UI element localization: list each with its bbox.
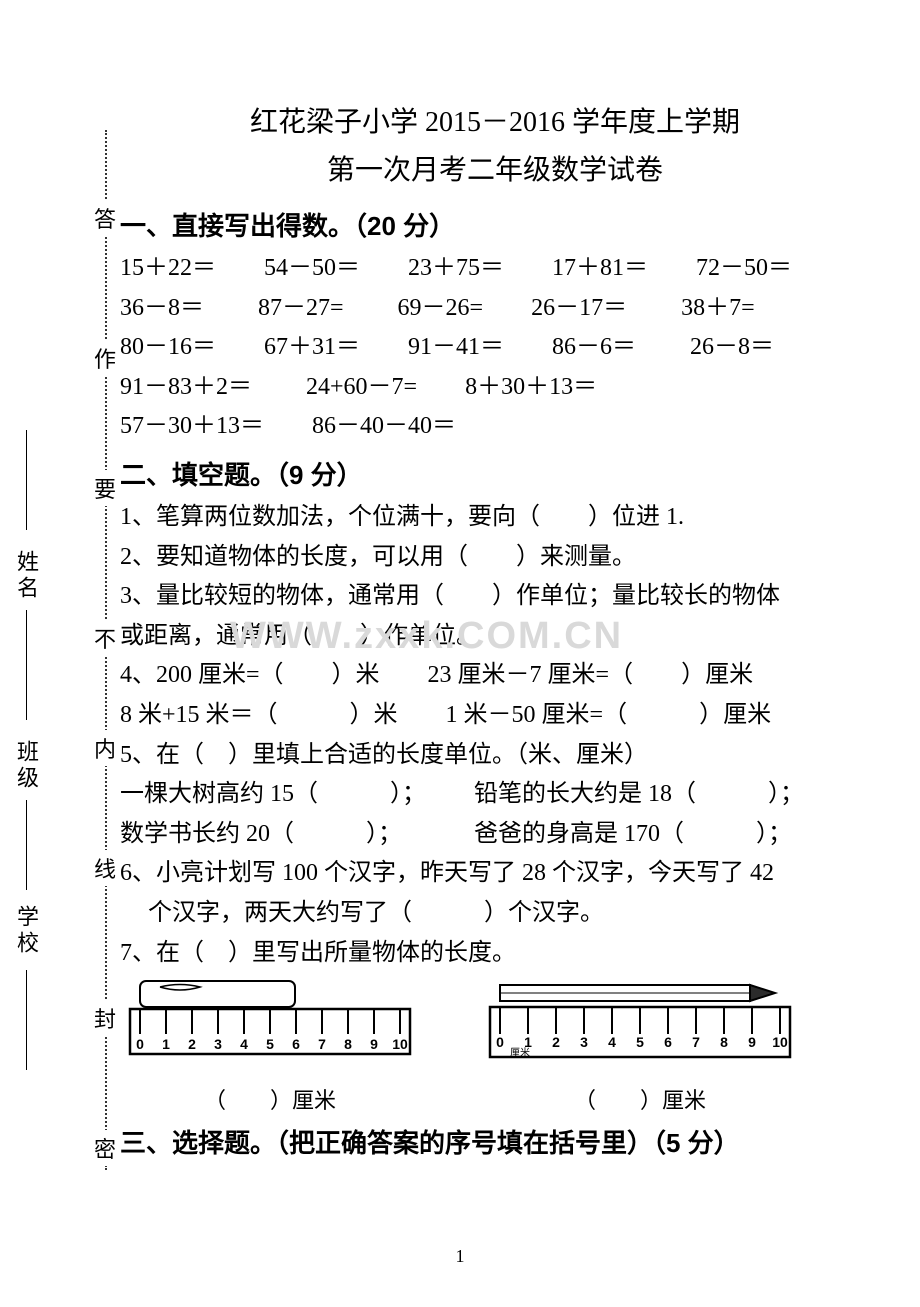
- svg-text:8: 8: [720, 1034, 728, 1050]
- page-title-line2: 第一次月考二年级数学试卷: [120, 148, 870, 188]
- ruler-1-svg: 0 1 2 3 4 5 6 7 8 9 10: [120, 979, 420, 1074]
- label-school: 学校: [10, 905, 42, 957]
- calc-row: 15＋22＝ 54－50＝ 23＋75＝ 17＋81＝ 72－50＝: [120, 249, 870, 289]
- svg-text:3: 3: [580, 1034, 588, 1050]
- calc-row: 91－83＋2＝ 24+60－7= 8＋30＋13＝: [120, 368, 870, 408]
- q7: 7、在（ ）里写出所量物体的长度。: [120, 934, 870, 974]
- svg-text:4: 4: [240, 1036, 248, 1052]
- ruler-1-block: 0 1 2 3 4 5 6 7 8 9 10 （ ）厘米: [120, 979, 420, 1115]
- label-name: 姓名: [10, 550, 42, 602]
- svg-text:7: 7: [692, 1034, 700, 1050]
- q3-line1: 3、量比较短的物体，通常用（ ）作单位；量比较长的物体: [120, 577, 870, 617]
- q5-line1: 一棵大树高约 15（ ）； 铅笔的长大约是 18（ ）；: [120, 775, 870, 815]
- q3-line2: 或距离，通常用（ ）作单位。: [120, 617, 870, 657]
- content-area: 红花梁子小学 2015－2016 学年度上学期 第一次月考二年级数学试卷 一、直…: [120, 100, 870, 1160]
- section-1-heading: 一、直接写出得数。（20 分）: [120, 206, 870, 243]
- q1: 1、笔算两位数加法，个位满十，要向（ ）位进 1.: [120, 498, 870, 538]
- svg-text:10: 10: [392, 1036, 408, 1052]
- svg-text:5: 5: [636, 1034, 644, 1050]
- q5-heading: 5、在（ ）里填上合适的长度单位。（米、厘米）: [120, 736, 870, 776]
- q5-line2: 数学书长约 20（ ）； 爸爸的身高是 170（ ）；: [120, 815, 870, 855]
- svg-text:6: 6: [664, 1034, 672, 1050]
- section-2-heading: 二、填空题。（9 分）: [120, 455, 870, 492]
- ruler-2-caption: （ ）厘米: [480, 1083, 800, 1115]
- svg-text:5: 5: [266, 1036, 274, 1052]
- q4-line1: 4、200 厘米=（ ）米 23 厘米－7 厘米=（ ）厘米: [120, 656, 870, 696]
- svg-text:9: 9: [370, 1036, 378, 1052]
- svg-text:2: 2: [188, 1036, 196, 1052]
- svg-text:4: 4: [608, 1034, 616, 1050]
- binding-margin: 答 作 要 不 内 线 封 密: [60, 130, 110, 1170]
- binding-char: 内: [94, 730, 116, 766]
- q4-line2: 8 米+15 米＝（ ）米 1 米－50 厘米=（ ）厘米: [120, 696, 870, 736]
- svg-text:厘米: 厘米: [510, 1046, 530, 1059]
- binding-char: 作: [94, 340, 116, 376]
- info-line: [26, 800, 27, 890]
- ruler-1-caption: （ ）厘米: [120, 1083, 420, 1115]
- binding-char: 线: [94, 850, 116, 886]
- info-line: [26, 610, 27, 720]
- calc-row: 80－16＝ 67＋31＝ 91－41＝ 86－6＝ 26－8＝: [120, 328, 870, 368]
- svg-text:0: 0: [496, 1034, 504, 1050]
- student-info-column: 姓名 班级 学校: [10, 100, 50, 1200]
- svg-text:9: 9: [748, 1034, 756, 1050]
- calc-row: 57－30＋13＝ 86－40－40＝: [120, 407, 870, 447]
- binding-char: 密: [94, 1130, 116, 1166]
- page-title-line1: 红花梁子小学 2015－2016 学年度上学期: [120, 100, 870, 140]
- info-line: [26, 430, 27, 530]
- svg-text:2: 2: [552, 1034, 560, 1050]
- svg-text:0: 0: [136, 1036, 144, 1052]
- q6-line2: 个汉字，两天大约写了（ ）个汉字。: [120, 894, 870, 934]
- svg-text:3: 3: [214, 1036, 222, 1052]
- exam-page: 姓名 班级 学校 答 作 要 不 内 线 封 密 WWW.zxxk.COM.CN…: [0, 0, 920, 1307]
- svg-text:7: 7: [318, 1036, 326, 1052]
- ruler-2-svg: 01 23 45 67 89 10 厘米: [480, 979, 800, 1074]
- svg-text:6: 6: [292, 1036, 300, 1052]
- svg-text:1: 1: [162, 1036, 170, 1052]
- q6-line1: 6、小亮计划写 100 个汉字，昨天写了 28 个汉字，今天写了 42: [120, 854, 870, 894]
- info-line: [26, 970, 27, 1070]
- binding-char: 答: [94, 200, 116, 236]
- page-number: 1: [0, 1246, 920, 1267]
- binding-char: 封: [94, 1000, 116, 1036]
- binding-char: 不: [94, 620, 116, 656]
- ruler-figures: 0 1 2 3 4 5 6 7 8 9 10 （ ）厘米: [120, 979, 870, 1115]
- svg-text:8: 8: [344, 1036, 352, 1052]
- label-class: 班级: [10, 740, 42, 792]
- ruler-2-block: 01 23 45 67 89 10 厘米 （ ）厘米: [480, 979, 800, 1115]
- binding-char: 要: [94, 470, 116, 506]
- q2: 2、要知道物体的长度，可以用（ ）来测量。: [120, 538, 870, 578]
- svg-text:10: 10: [772, 1034, 788, 1050]
- calc-row: 36－8＝ 87－27= 69－26= 26－17＝ 38＋7=: [120, 289, 870, 329]
- section-3-heading: 三、选择题。（把正确答案的序号填在括号里）（5 分）: [120, 1123, 870, 1160]
